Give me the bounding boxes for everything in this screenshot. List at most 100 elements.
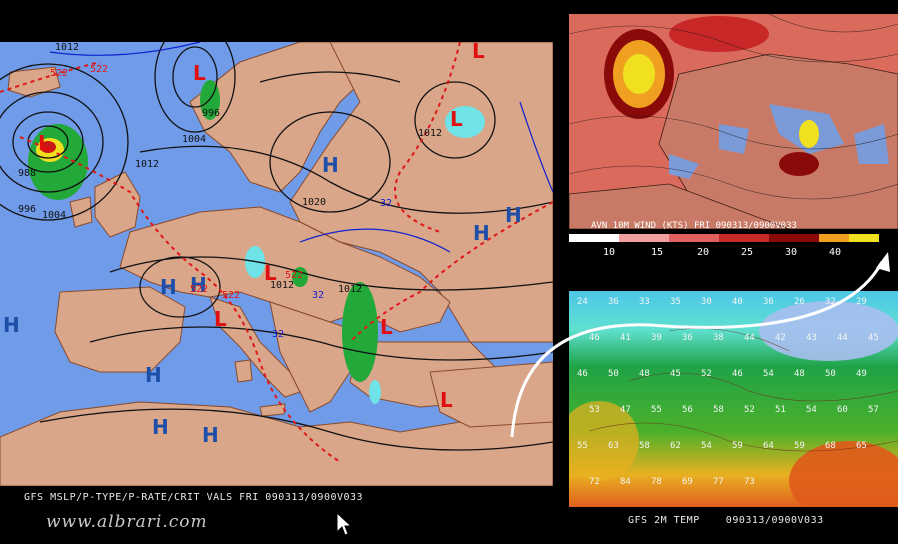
- mouse-pointer-icon: [336, 512, 352, 536]
- temp-value-label: 35: [670, 297, 681, 307]
- temp-value-label: 44: [744, 333, 755, 343]
- wind-scale-label: 30: [785, 247, 798, 258]
- low-symbol: L: [472, 42, 485, 63]
- wind-scale-label: 10: [603, 247, 616, 258]
- high-symbol: H: [202, 423, 219, 447]
- temp-value-label: 39: [651, 333, 662, 343]
- low-symbol: L: [214, 307, 227, 331]
- temp-value-label: 45: [670, 369, 681, 379]
- wind-land: [569, 53, 898, 229]
- isobar-label: 988: [18, 168, 36, 179]
- isobars: [0, 42, 553, 451]
- temp-map-caption: GFS 2M TEMP 090313/0900V033: [628, 515, 824, 526]
- contour-label: 32: [380, 198, 392, 209]
- temp-value-label: 56: [682, 405, 693, 415]
- temp-value-label: 77: [713, 477, 724, 487]
- main-map-caption: GFS MSLP/P-TYPE/P-RATE/CRIT VALS FRI 090…: [24, 492, 364, 503]
- high-symbol: H: [3, 313, 20, 337]
- temp-value-label: 55: [651, 405, 662, 415]
- temp-value-label: 84: [620, 477, 631, 487]
- wind-scale-label: 25: [741, 247, 754, 258]
- temp-value-label: 72: [589, 477, 600, 487]
- temp-value-label: 50: [825, 369, 836, 379]
- isobar-label: 1012: [55, 42, 79, 53]
- temp-value-label: 30: [701, 297, 712, 307]
- temp-value-label: 58: [639, 441, 650, 451]
- temp-value-label: 55: [577, 441, 588, 451]
- blue-contour-labels: 32 32 32: [272, 198, 392, 340]
- low-symbol: L: [450, 107, 463, 131]
- temp-value-label: 38: [713, 333, 724, 343]
- high-symbol: H: [473, 221, 490, 245]
- temp-value-label: 51: [775, 405, 786, 415]
- temp-value-label: 48: [639, 369, 650, 379]
- temp-value-label: 32: [825, 297, 836, 307]
- temp-value-label: 49: [856, 369, 867, 379]
- temp-value-label: 47: [620, 405, 631, 415]
- low-symbol: L: [38, 131, 51, 155]
- temp-value-label: 64: [763, 441, 774, 451]
- wind-title: AVN 10M WIND (KTS) FRI 090313/0900V033: [591, 221, 797, 229]
- isobar-label: 996: [202, 108, 220, 119]
- isobar-label: 1004: [42, 210, 66, 221]
- temp-value-label: 60: [837, 405, 848, 415]
- temp-value-label: 54: [701, 441, 712, 451]
- mslp-map-panel: H H H H H H H H H L L L L L L L L 1012 1…: [0, 42, 553, 486]
- temp-value-label: 62: [670, 441, 681, 451]
- temp-value-label: 54: [806, 405, 817, 415]
- wind-scale-label: 40: [829, 247, 842, 258]
- isobar-label: 1012: [135, 159, 159, 170]
- blue-contours: [49, 42, 553, 253]
- high-symbol: H: [145, 363, 162, 387]
- isobar-labels: 1012 1004 996 988 996 1004 1012 1012 102…: [18, 42, 442, 295]
- temp-value-label: 58: [713, 405, 724, 415]
- temp-value-label: 53: [589, 405, 600, 415]
- low-pressure-symbols: L L L L L L L L: [38, 42, 485, 412]
- temp-value-label: 54: [763, 369, 774, 379]
- thickness-lines: [0, 42, 553, 463]
- temp-value-label: 40: [732, 297, 743, 307]
- temp-value-label: 46: [577, 369, 588, 379]
- isobar-label: 1004: [182, 134, 206, 145]
- temp-value-label: 73: [744, 477, 755, 487]
- thickness-labels: 522 522 522 522 522: [50, 64, 303, 301]
- high-symbol: H: [190, 273, 207, 297]
- temp-value-label: 43: [806, 333, 817, 343]
- temp-value-label: 33: [639, 297, 650, 307]
- temp-value-label: 69: [682, 477, 693, 487]
- temp-value-label: 29: [856, 297, 867, 307]
- low-symbol: L: [193, 61, 206, 85]
- wind-scale-label: 15: [651, 247, 664, 258]
- temp-value-label: 48: [794, 369, 805, 379]
- temp-value-label: 36: [763, 297, 774, 307]
- wind-jets: [604, 16, 819, 176]
- isobar-label: 996: [18, 204, 36, 215]
- temp-value-label: 52: [744, 405, 755, 415]
- temp-value-label: 42: [775, 333, 786, 343]
- low-symbol: L: [264, 261, 277, 285]
- isobar-label: 1012: [418, 128, 442, 139]
- temp-value-label: 26: [794, 297, 805, 307]
- temp-value-label: 24: [577, 297, 588, 307]
- thickness-label: 522: [222, 290, 240, 301]
- temp-value-label: 44: [837, 333, 848, 343]
- wind-scale-colors: [569, 234, 879, 242]
- temp-value-label: 36: [608, 297, 619, 307]
- isobar-label: 1012: [270, 280, 294, 291]
- high-symbol: H: [322, 153, 339, 177]
- temp-value-label: 68: [825, 441, 836, 451]
- high-symbol: H: [505, 203, 522, 227]
- temp-map-panel: 24 36 33 35 30 40 36 26 32 29 46 41 39 36 38 44 42 43 44 45…: [569, 291, 898, 507]
- low-symbol: L: [380, 315, 393, 339]
- temp-value-label: 65: [856, 441, 867, 451]
- mslp-map: H H H H H H H H H L L L L L L L L 1012 1…: [0, 42, 553, 486]
- temp-value-label: 57: [868, 405, 879, 415]
- thickness-label: 522: [285, 270, 303, 281]
- thickness-label: 522: [190, 284, 208, 295]
- isobar-label: 1012: [338, 284, 362, 295]
- temp-map: [569, 291, 898, 507]
- watermark: www.albrari.com: [46, 512, 208, 532]
- isobar-label: 1020: [302, 197, 326, 208]
- temp-value-label: 50: [608, 369, 619, 379]
- temp-value-label: 36: [682, 333, 693, 343]
